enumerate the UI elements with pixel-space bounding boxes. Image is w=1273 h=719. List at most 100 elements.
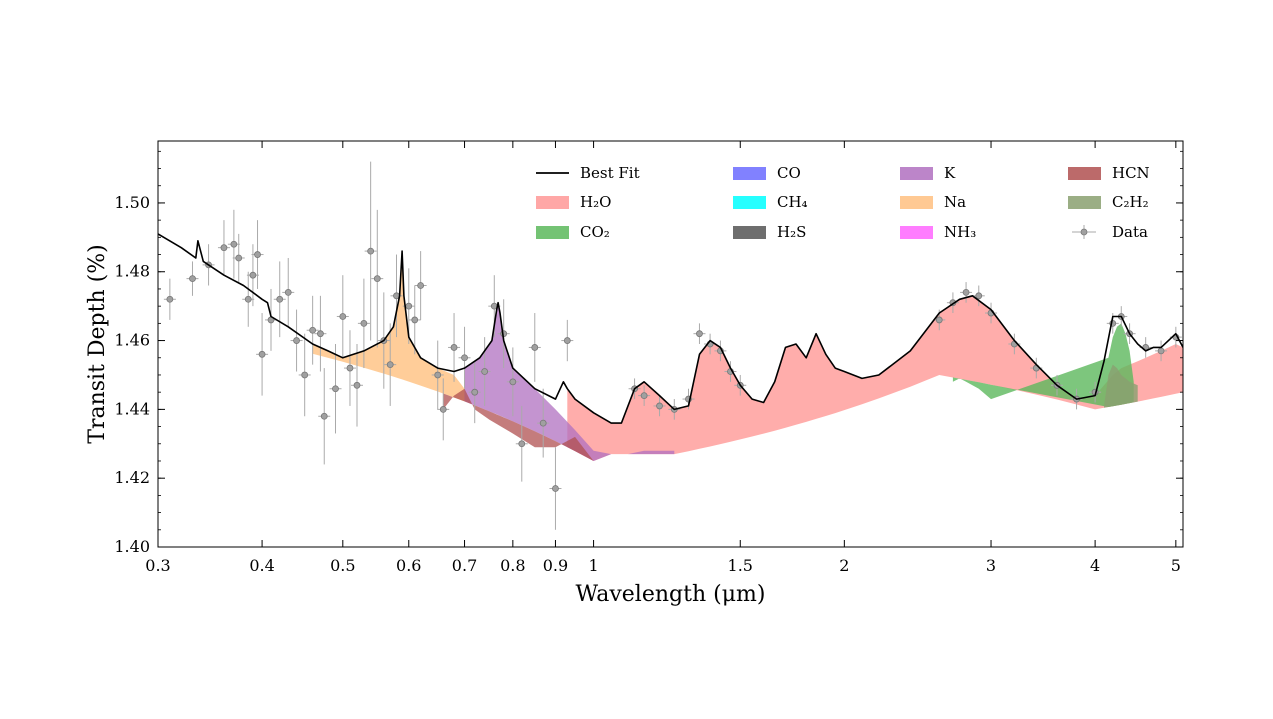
data-marker — [640, 392, 648, 400]
x-tick-label: 0.8 — [500, 556, 525, 575]
data-marker — [244, 295, 252, 303]
data-marker — [509, 378, 517, 386]
data-marker — [539, 419, 547, 427]
fill-c2h2 — [1104, 364, 1138, 408]
data-marker — [346, 364, 354, 372]
data-marker — [367, 247, 375, 255]
legend-label: H₂S — [777, 223, 806, 241]
y-tick-label: 1.42 — [114, 468, 150, 487]
data-point — [256, 313, 269, 396]
data-point — [448, 313, 461, 382]
data-marker — [450, 344, 458, 351]
data-point — [468, 361, 481, 424]
data-marker — [471, 388, 479, 396]
data-point — [306, 295, 319, 365]
data-marker — [552, 485, 559, 492]
data-point — [458, 326, 471, 389]
fill-co2 — [952, 323, 1134, 407]
data-point — [384, 323, 397, 406]
legend-swatch — [733, 226, 766, 239]
data-point — [350, 344, 363, 427]
data-point — [437, 378, 450, 441]
data-point — [653, 395, 666, 417]
data-marker — [284, 288, 292, 296]
data-marker — [935, 316, 943, 324]
legend-item-ch4: CH₄ — [733, 193, 808, 211]
legend-swatch — [733, 196, 766, 209]
data-point — [251, 220, 264, 289]
data-point — [227, 209, 240, 279]
data-point — [318, 368, 331, 465]
data-marker — [975, 292, 983, 300]
y-tick-label: 1.48 — [114, 262, 150, 281]
fill-na — [312, 251, 465, 402]
data-point — [528, 313, 541, 382]
data-marker — [254, 251, 261, 258]
legend-item-c2h2: C₂H₂ — [1068, 193, 1149, 211]
data-point — [408, 285, 421, 355]
legend-item-h2o: H₂O — [536, 193, 611, 211]
x-tick-label: 0.3 — [145, 556, 170, 575]
legend-swatch — [733, 167, 766, 180]
data-point — [693, 323, 706, 344]
legend-swatch — [900, 226, 933, 239]
data-marker — [235, 254, 243, 262]
legend: Best Fit H₂O CO₂ CO CH₄ H₂S K Na NH₃ HCN C₂H₂ Data — [536, 164, 1150, 241]
data-marker — [258, 350, 266, 358]
data-marker — [481, 368, 489, 375]
legend-label: H₂O — [580, 193, 611, 211]
x-tick-label: 5 — [1171, 556, 1181, 575]
data-point — [343, 330, 356, 406]
fill-h2o — [567, 295, 1183, 461]
legend-item-nh3: NH₃ — [900, 223, 976, 241]
legend-label: HCN — [1112, 164, 1150, 182]
data-marker — [405, 302, 413, 310]
data-marker — [276, 295, 284, 303]
data-marker — [417, 282, 425, 289]
data-point — [290, 309, 303, 372]
data-marker — [461, 354, 468, 362]
legend-item-na: Na — [900, 193, 966, 211]
data-marker — [411, 316, 419, 324]
legend-swatch — [536, 226, 569, 239]
x-axis-label: Wavelength (μm) — [576, 582, 766, 607]
data-marker — [317, 330, 324, 338]
data-point — [515, 405, 528, 482]
data-point — [972, 285, 985, 307]
x-tick-label: 0.6 — [396, 556, 421, 575]
plot-frame — [157, 140, 1184, 548]
data-marker — [434, 371, 442, 379]
data-marker — [189, 275, 196, 283]
data-marker — [320, 412, 328, 420]
data-point — [265, 288, 278, 351]
data-point — [549, 447, 562, 530]
data-point — [364, 161, 377, 341]
data-marker — [249, 271, 257, 279]
legend-item-h2s: H₂S — [733, 223, 806, 241]
data-point — [282, 257, 295, 327]
data-point — [298, 333, 311, 417]
legend-item-k: K — [900, 164, 956, 182]
best-fit-model — [158, 233, 1183, 424]
data-marker — [230, 240, 238, 248]
data-point — [960, 282, 973, 303]
data-point — [371, 209, 384, 348]
data-marker — [373, 275, 381, 283]
data-point — [638, 385, 651, 406]
data-marker — [360, 319, 368, 327]
data-marker — [309, 326, 317, 334]
x-tick-label: 2 — [839, 556, 849, 575]
data-point — [314, 295, 327, 372]
x-tick-label: 1 — [588, 556, 598, 575]
legend-label: NH₃ — [944, 223, 976, 241]
y-tick-label: 1.40 — [114, 537, 150, 556]
x-tick-label: 0.4 — [249, 556, 274, 575]
legend-label: CH₄ — [777, 193, 808, 211]
fill-hcn — [443, 388, 594, 461]
data-point — [478, 337, 491, 406]
data-point — [273, 261, 286, 338]
data-point — [506, 347, 519, 417]
legend-swatch — [1068, 196, 1101, 209]
legend-label: Best Fit — [580, 164, 640, 182]
data-point — [561, 319, 574, 362]
